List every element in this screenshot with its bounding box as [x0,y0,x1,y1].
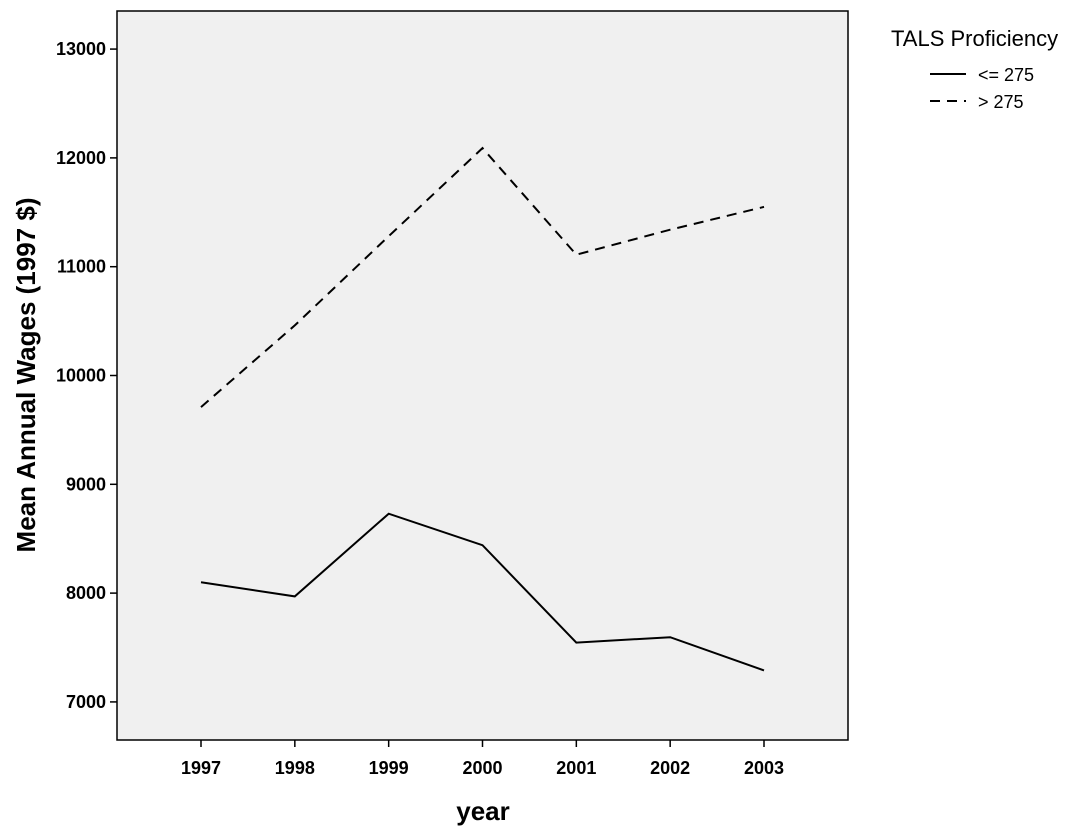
x-tick-label: 1998 [275,758,315,778]
x-tick-label: 1997 [181,758,221,778]
series-layer [200,146,765,672]
y-axis: 7000 8000 9000 10000 11000 12000 13000 [56,39,117,712]
x-tick-label: 2001 [556,758,596,778]
y-tick-label: 10000 [56,366,106,386]
legend-label-series-0: <= 275 [978,65,1034,85]
y-axis-title: Mean Annual Wages (1997 $) [11,198,41,553]
legend-label-series-1: > 275 [978,92,1024,112]
y-tick-label: 8000 [66,583,106,603]
x-axis-title: year [456,796,510,826]
x-tick-label: 1999 [369,758,409,778]
x-tick-label: 2002 [650,758,690,778]
legend: TALS Proficiency <= 275 > 275 [891,26,1058,112]
y-tick-label: 11000 [57,257,106,277]
series-line-0 [200,512,765,672]
y-tick-label: 9000 [66,474,106,494]
plot-area [116,10,849,741]
x-tick-label: 2003 [744,758,784,778]
legend-title: TALS Proficiency [891,26,1058,51]
x-tick-label: 2000 [462,758,502,778]
y-tick-label: 7000 [66,692,106,712]
y-tick-label: 12000 [56,148,106,168]
series-line-1 [200,146,765,408]
y-tick-label: 13000 [56,39,106,59]
x-axis: 1997 1998 1999 2000 2001 2002 2003 [181,740,784,778]
